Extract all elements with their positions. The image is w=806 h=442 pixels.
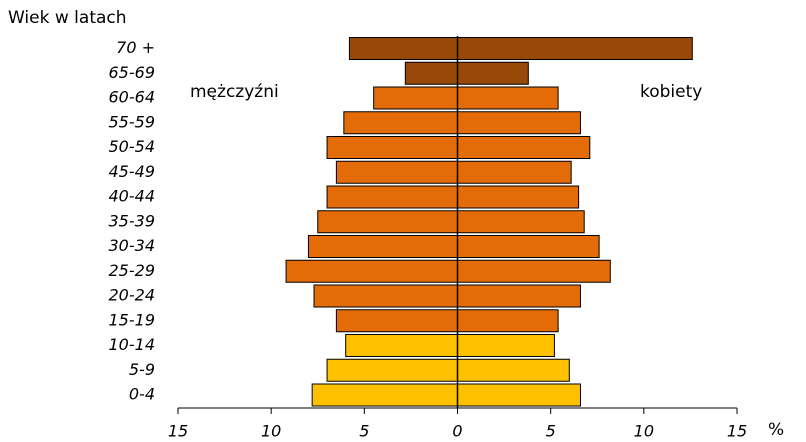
bar xyxy=(373,86,458,110)
bar xyxy=(457,235,600,258)
x-tick-label: 15 xyxy=(168,422,188,441)
bar xyxy=(457,210,585,234)
bar xyxy=(326,136,459,159)
bar xyxy=(311,383,458,407)
bar xyxy=(457,160,572,184)
bar xyxy=(457,136,591,159)
bar xyxy=(348,37,458,60)
x-axis-label: % xyxy=(768,420,784,440)
bar xyxy=(326,358,459,382)
series-label: kobiety xyxy=(640,82,702,102)
y-tick-label: 70 + xyxy=(116,38,155,57)
y-tick-label: 0-4 xyxy=(129,385,155,404)
x-tick-label: 5 xyxy=(546,422,556,441)
y-tick-label: 45-49 xyxy=(109,162,156,181)
y-tick-label: 50-54 xyxy=(109,137,156,156)
x-tick-label: 10 xyxy=(634,422,654,441)
x-tick-label: 10 xyxy=(261,422,281,441)
bar xyxy=(345,334,459,357)
bar xyxy=(457,334,555,357)
y-tick-label: 65-69 xyxy=(109,63,156,82)
bar xyxy=(457,37,693,60)
y-tick-label: 30-34 xyxy=(109,236,156,255)
bar xyxy=(457,259,611,283)
y-tick-label: 55-59 xyxy=(109,112,156,131)
y-tick-label: 40-44 xyxy=(109,187,156,206)
bar xyxy=(335,160,458,184)
y-tick-label: 60-64 xyxy=(109,88,156,107)
x-tick-label: 15 xyxy=(727,422,747,441)
x-tick-label: 0 xyxy=(452,422,462,441)
series-label: mężczyźni xyxy=(190,82,279,102)
y-tick-label: 10-14 xyxy=(109,335,156,354)
y-tick-label: 15-19 xyxy=(109,310,156,329)
bar xyxy=(457,86,559,110)
bar xyxy=(457,61,529,85)
y-tick-label: 25-29 xyxy=(109,261,156,280)
y-tick-label: 35-39 xyxy=(109,211,156,230)
y-tick-label: 5-9 xyxy=(129,360,155,379)
bar xyxy=(317,210,458,234)
bar xyxy=(404,61,458,85)
bar xyxy=(457,111,581,135)
bar xyxy=(457,309,559,333)
bar xyxy=(335,309,458,333)
bar xyxy=(307,235,458,258)
bar xyxy=(457,185,580,209)
bar xyxy=(313,284,459,308)
bar xyxy=(457,358,570,382)
x-tick-label: 5 xyxy=(359,422,369,441)
y-tick-label: 20-24 xyxy=(109,286,156,305)
bar xyxy=(457,383,581,407)
bar xyxy=(285,259,458,283)
bar xyxy=(343,111,458,135)
y-axis-label: Wiek w latach xyxy=(8,8,127,28)
bar xyxy=(326,185,459,209)
bar xyxy=(457,284,581,308)
